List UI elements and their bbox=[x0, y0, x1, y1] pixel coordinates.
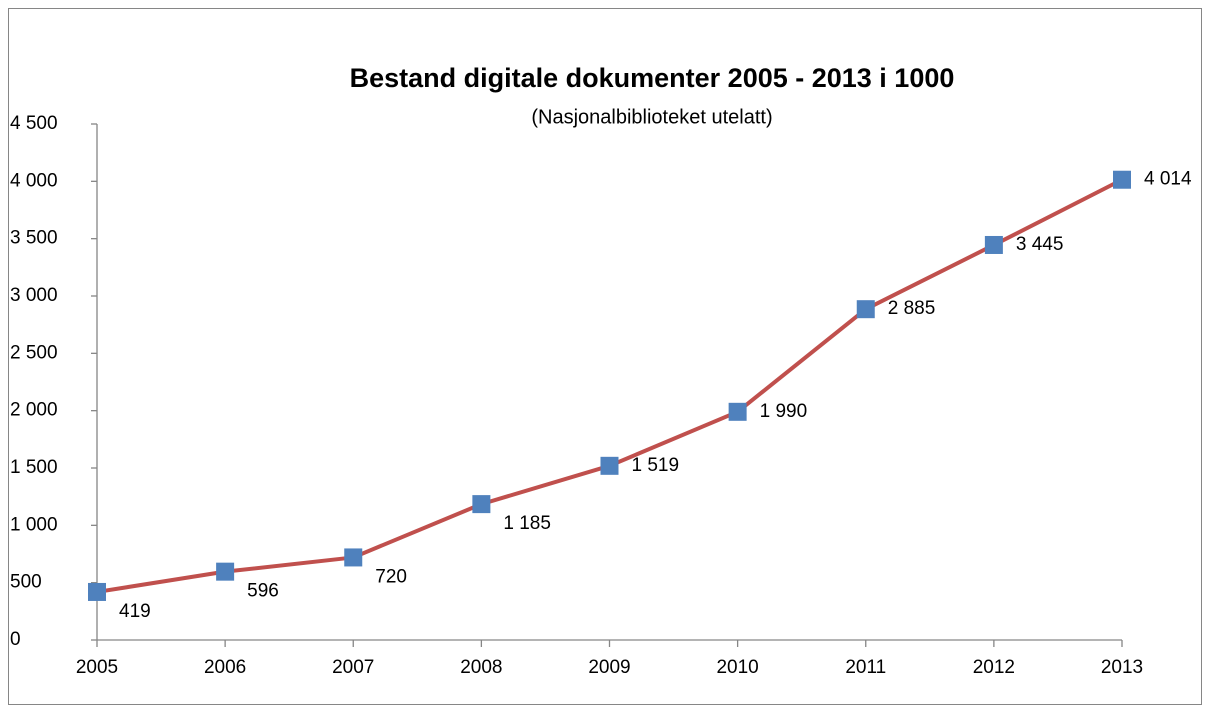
data-label: 419 bbox=[119, 601, 151, 622]
x-tick-label: 2010 bbox=[716, 657, 758, 678]
data-marker bbox=[728, 402, 747, 421]
x-tick-label: 2011 bbox=[845, 657, 886, 678]
data-label: 3 445 bbox=[1016, 234, 1064, 255]
data-marker bbox=[984, 235, 1003, 254]
x-tick-label: 2006 bbox=[204, 657, 246, 678]
data-marker bbox=[856, 300, 875, 319]
data-label: 1 519 bbox=[632, 455, 680, 476]
y-tick-label: 2 000 bbox=[10, 400, 58, 421]
data-marker bbox=[1113, 170, 1131, 189]
chart-subtitle: (Nasjonalbiblioteket utelatt) bbox=[531, 106, 772, 128]
data-marker bbox=[344, 548, 363, 567]
data-label: 1 185 bbox=[503, 513, 551, 534]
y-tick-label: 2 500 bbox=[10, 342, 58, 363]
y-tick-label: 0 bbox=[10, 629, 21, 650]
data-marker bbox=[216, 562, 235, 581]
x-tick-label: 2007 bbox=[332, 657, 374, 678]
x-tick-label: 2009 bbox=[588, 657, 630, 678]
x-tick-label: 2008 bbox=[460, 657, 502, 678]
data-label: 1 990 bbox=[760, 401, 808, 422]
x-tick-label: 2012 bbox=[973, 657, 1015, 678]
x-tick-label: 2005 bbox=[76, 657, 118, 678]
y-tick-label: 500 bbox=[10, 572, 42, 593]
data-label: 596 bbox=[247, 581, 279, 602]
y-tick-label: 4 500 bbox=[10, 113, 58, 134]
y-tick-label: 3 000 bbox=[10, 285, 58, 306]
y-tick-label: 3 500 bbox=[10, 228, 58, 249]
data-marker bbox=[88, 582, 106, 601]
data-marker bbox=[472, 495, 491, 514]
y-tick-label: 1 000 bbox=[10, 514, 58, 535]
chart-title: Bestand digitale dokumenter 2005 - 2013 … bbox=[350, 63, 955, 93]
data-label: 2 885 bbox=[888, 298, 936, 319]
y-tick-label: 1 500 bbox=[10, 457, 58, 478]
data-label: 4 014 bbox=[1144, 169, 1192, 190]
data-marker bbox=[600, 456, 619, 475]
y-tick-label: 4 000 bbox=[10, 170, 58, 191]
chart-frame bbox=[8, 8, 1202, 705]
data-label: 720 bbox=[375, 566, 407, 587]
x-tick-label: 2013 bbox=[1101, 657, 1143, 678]
